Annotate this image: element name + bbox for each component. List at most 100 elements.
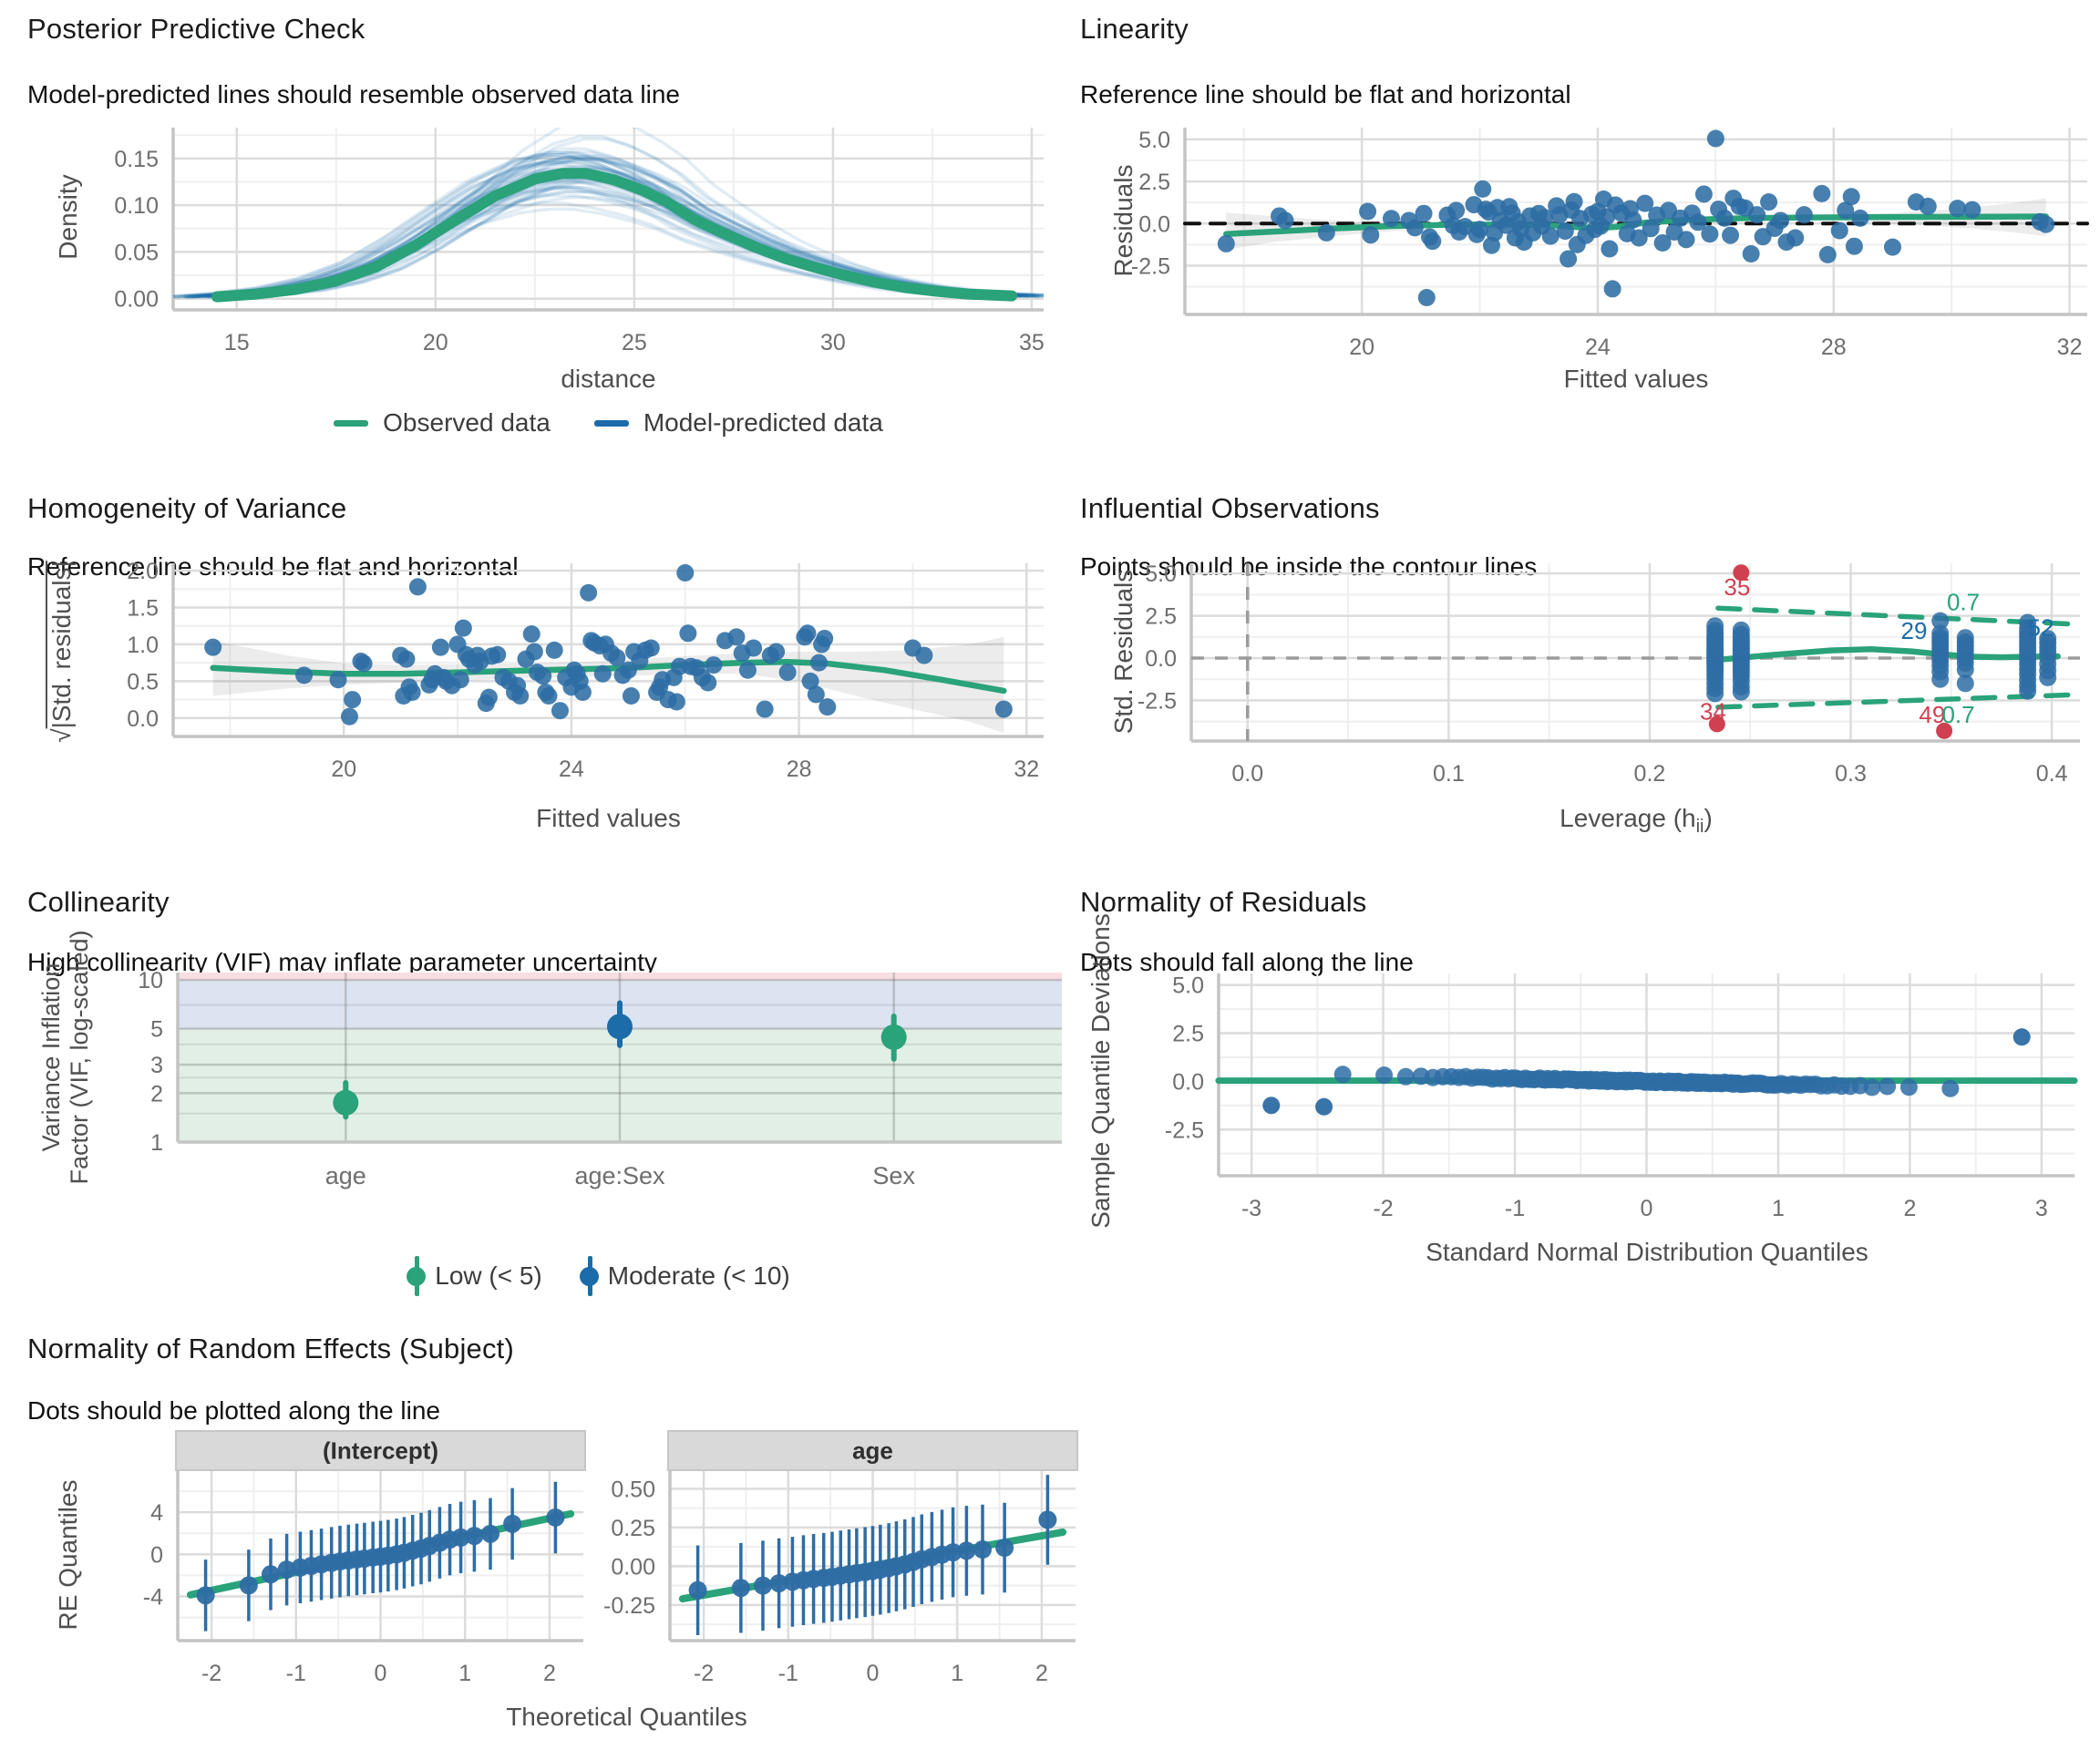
svg-text:1: 1 [458,1661,471,1686]
svg-text:1: 1 [1772,1196,1785,1221]
panel-influential-observations: Influential Observations Points should b… [1048,483,2100,875]
svg-text:20: 20 [423,330,448,355]
svg-text:5.0: 5.0 [1145,561,1177,587]
svg-text:-3: -3 [1241,1196,1261,1221]
panel-subtitle: Reference line should be flat and horizo… [1080,80,1571,108]
svg-text:5.0: 5.0 [1172,973,1204,999]
svg-text:-2: -2 [694,1661,714,1686]
svg-text:-1: -1 [286,1661,306,1686]
svg-text:24: 24 [1585,335,1611,360]
svg-text:5: 5 [150,1017,163,1043]
panel-subtitle: Reference line should be flat and horizo… [27,552,519,581]
svg-text:(Intercept): (Intercept) [323,1437,438,1465]
svg-text:25: 25 [622,330,647,355]
svg-text:35: 35 [1724,573,1750,601]
svg-text:0.0: 0.0 [1145,646,1177,672]
panel-collinearity: Collinearity High collinearity (VIF) may… [0,875,1062,1322]
svg-text:2.5: 2.5 [1138,170,1170,195]
x-axis-label: Leverage (hii) [1560,804,1713,837]
moderate-pointrange-swatch [579,1256,599,1296]
svg-text:0.0: 0.0 [127,706,159,732]
svg-text:-0.25: -0.25 [603,1593,655,1619]
panel-linearity: Linearity Reference line should be flat … [1048,0,2100,483]
svg-text:0.50: 0.50 [611,1477,655,1502]
svg-text:1.5: 1.5 [127,596,159,622]
legend-item-predicted: Model-predicted data [593,408,883,438]
panel-title: Normality of Random Effects (Subject) [27,1333,515,1364]
svg-text:2: 2 [543,1661,556,1686]
legend-label: Low (< 5) [435,1261,542,1290]
svg-text:32: 32 [2057,335,2083,360]
svg-text:-1: -1 [778,1661,798,1686]
legend-item-moderate: Moderate (< 10) [579,1256,790,1296]
svg-text:4: 4 [150,1500,163,1526]
legend-item-observed: Observed data [334,408,551,438]
svg-text:35: 35 [1019,330,1045,355]
svg-text:0.25: 0.25 [611,1516,655,1541]
panel-title: Normality of Residuals [1080,886,1367,918]
svg-text:30: 30 [820,330,846,355]
panel-posterior-predictive-check: Posterior Predictive Check Model-predict… [0,0,1048,483]
x-axis-label: Fitted values [1563,365,1709,393]
svg-text:0.3: 0.3 [1835,761,1867,787]
x-axis-label: distance [561,365,656,393]
svg-text:0.1: 0.1 [1433,761,1465,787]
panel-title: Influential Observations [1080,492,1380,524]
svg-text:0.0: 0.0 [1231,761,1263,787]
ppc-legend: Observed data Model-predicted data [173,408,1044,438]
vif-legend: Low (< 5) Moderate (< 10) [228,1256,975,1296]
svg-text:0.0: 0.0 [1172,1069,1204,1095]
svg-text:2: 2 [1035,1661,1048,1686]
svg-text:29: 29 [1901,617,1928,644]
svg-text:-2.5: -2.5 [1138,688,1177,714]
panel-normality-of-random-effects: Normality of Random Effects (Subject) Do… [0,1322,1139,1750]
svg-text:0.05: 0.05 [114,240,159,265]
x-axis-label: Standard Normal Distribution Quantiles [1426,1238,1868,1266]
influential-leverage-chart: -2.5 0.0 2.5 5.0 0.0 0.1 0.2 0.3 0.4 35 34 49 29 52 0.… [1138,561,2080,787]
homogeneity-scatter-chart: 0.0 0.5 1.0 1.5 2.0 20 24 28 32 [127,559,1044,782]
legend-label: Observed data [383,408,551,437]
svg-text:age: age [325,1162,366,1189]
svg-text:34: 34 [1700,697,1726,725]
svg-text:24: 24 [559,757,584,782]
svg-text:0.5: 0.5 [127,669,159,695]
panel-subtitle: Dots should fall along the line [1080,948,1414,976]
svg-text:15: 15 [224,330,250,355]
legend-item-low: Low (< 5) [407,1256,542,1296]
svg-text:10: 10 [138,968,163,993]
x-axis-label: Theoretical Quantiles [506,1703,747,1731]
predicted-line-swatch [593,419,629,427]
svg-text:-2.5: -2.5 [1165,1117,1204,1143]
svg-text:2: 2 [150,1081,163,1107]
svg-text:28: 28 [787,757,812,782]
svg-text:49: 49 [1919,701,1945,728]
panel-subtitle: Dots should be plotted along the line [27,1396,440,1425]
svg-text:0: 0 [375,1661,387,1686]
svg-text:-2: -2 [201,1661,221,1686]
linearity-scatter-chart: -2.5 0.0 2.5 5.0 20 24 28 32 [1131,128,2089,360]
svg-text:0.10: 0.10 [114,193,159,219]
panel-title: Collinearity [27,886,170,918]
svg-text:3: 3 [150,1053,163,1078]
svg-text:-2: -2 [1373,1196,1393,1221]
svg-text:1: 1 [150,1130,163,1156]
random-effects-qq-chart: 4 0 -4 -2 -1 0 1 2 (Intercept) 0.50 0.25 0.00 -0.25 -… [143,1430,1078,1686]
svg-text:0.00: 0.00 [611,1554,655,1580]
legend-label: Model-predicted data [643,408,883,437]
panel-subtitle: High collinearity (VIF) may inflate para… [27,948,657,976]
svg-text:0: 0 [867,1661,880,1686]
svg-text:0.7: 0.7 [1941,701,1974,728]
svg-text:32: 32 [1014,757,1039,782]
svg-text:0.15: 0.15 [114,147,159,172]
panel-title: Posterior Predictive Check [27,13,365,45]
svg-text:5.0: 5.0 [1138,128,1170,153]
svg-text:0.0: 0.0 [1138,211,1170,237]
svg-text:0: 0 [1641,1196,1653,1221]
svg-text:28: 28 [1821,335,1847,360]
svg-text:2.5: 2.5 [1145,604,1177,630]
svg-text:0.00: 0.00 [114,287,159,313]
svg-text:age:Sex: age:Sex [574,1162,665,1189]
svg-text:0.4: 0.4 [2036,761,2068,787]
svg-text:1: 1 [951,1661,963,1686]
